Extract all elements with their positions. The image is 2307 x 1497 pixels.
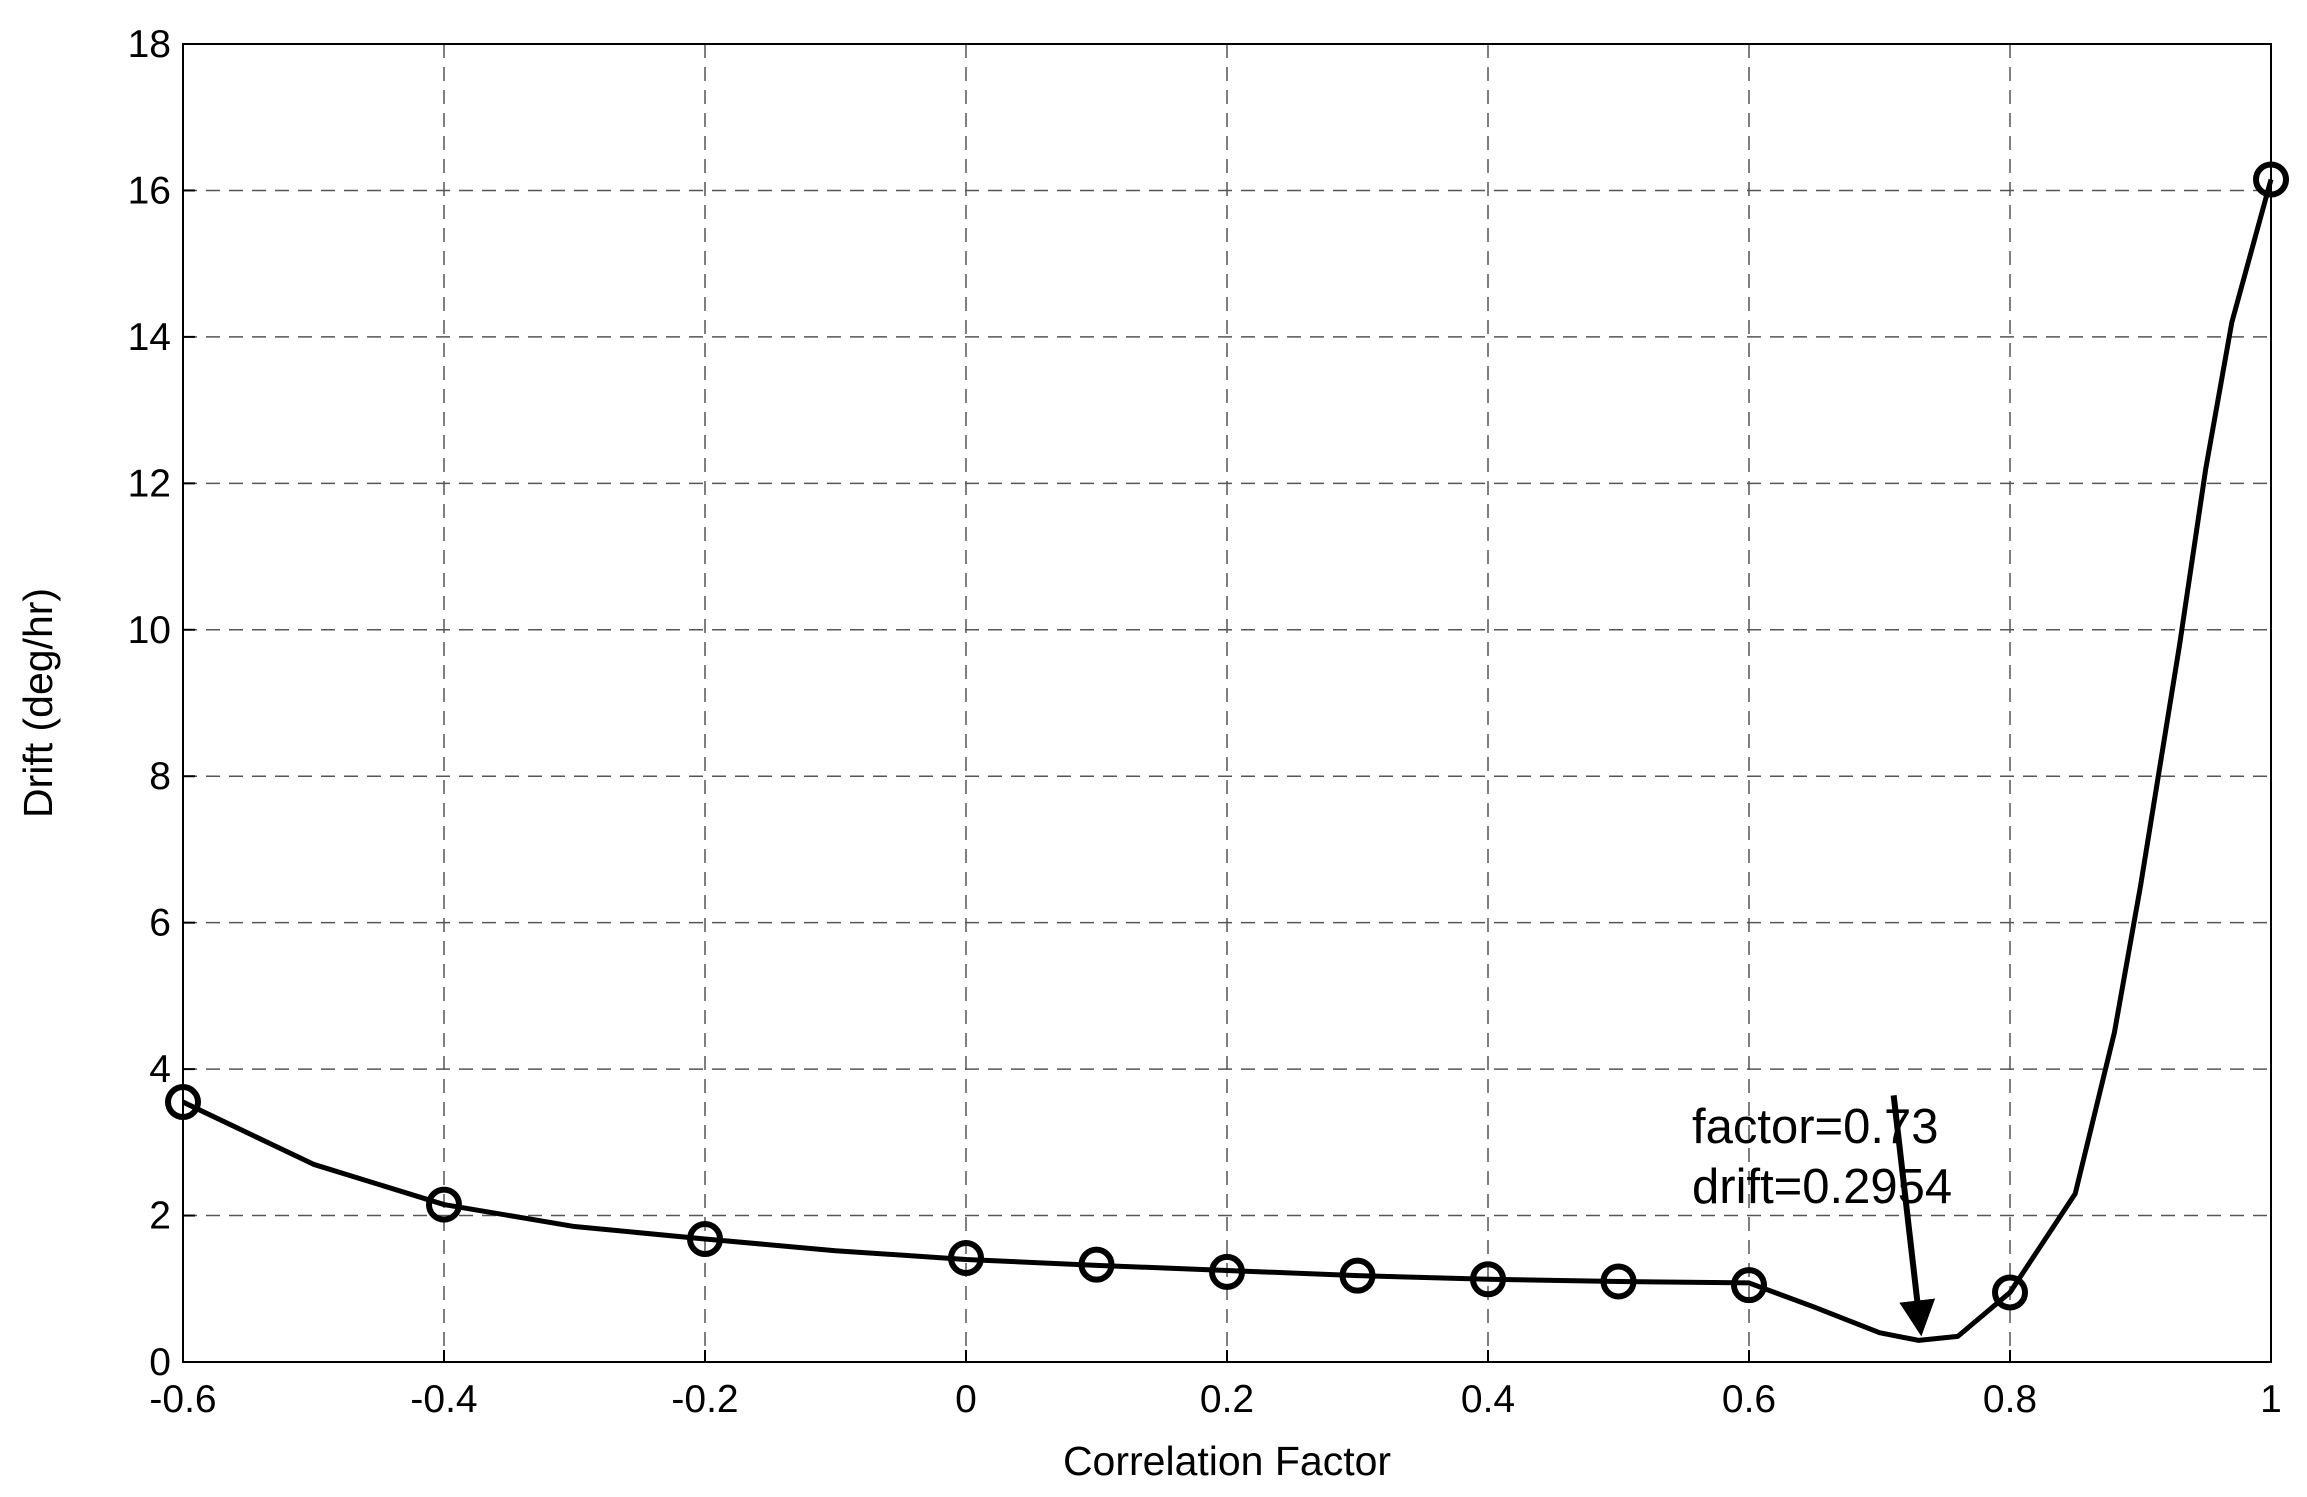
y-axis-label: Drift (deg/hr): [15, 588, 61, 818]
data-marker: [687, 1220, 723, 1257]
x-tick-label: 0: [955, 1378, 977, 1421]
data-line: [181, 178, 2274, 1343]
plot-frame: [182, 43, 2272, 1363]
y-tick-label: 14: [128, 316, 171, 359]
y-tick-label: 18: [128, 23, 171, 66]
data-marker: [1600, 1263, 1637, 1300]
annotation-arrow: [1890, 1095, 1936, 1337]
data-marker: [165, 1084, 201, 1121]
x-axis-label: Correlation Factor: [1063, 1438, 1391, 1484]
data-marker: [1731, 1267, 1767, 1304]
x-tick-label: -0.4: [410, 1378, 477, 1421]
x-tick-label: 0.2: [1200, 1378, 1254, 1421]
y-tick-label: 8: [149, 755, 171, 798]
y-tick-label: 6: [149, 902, 171, 945]
y-tick-label: 12: [128, 462, 171, 505]
y-tick-label: 10: [128, 609, 171, 652]
x-tick-label: -0.6: [149, 1378, 216, 1421]
data-marker: [1209, 1253, 1245, 1290]
x-tick-label: 0.6: [1722, 1378, 1776, 1421]
y-tick-label: 16: [128, 169, 171, 212]
x-tick-label: -0.2: [671, 1378, 738, 1421]
y-tick-label: 4: [149, 1048, 171, 1091]
y-tick-label: 0: [149, 1341, 171, 1384]
data-marker: [1339, 1257, 1376, 1294]
annotation-text: drift=0.2954: [1692, 1160, 1952, 1214]
data-marker: [426, 1186, 462, 1223]
data-marker: [1470, 1261, 1506, 1298]
x-tick-label: 0.8: [1983, 1378, 2037, 1421]
data-marker: [1078, 1246, 1115, 1283]
y-tick-label: 2: [149, 1195, 171, 1238]
x-tick-label: 0.4: [1461, 1378, 1515, 1421]
data-marker: [2253, 161, 2289, 198]
x-tick-label: 1: [2260, 1378, 2282, 1421]
data-marker: [1992, 1274, 2028, 1311]
annotation-text: factor=0.73: [1692, 1100, 1939, 1154]
data-marker: [948, 1240, 984, 1277]
